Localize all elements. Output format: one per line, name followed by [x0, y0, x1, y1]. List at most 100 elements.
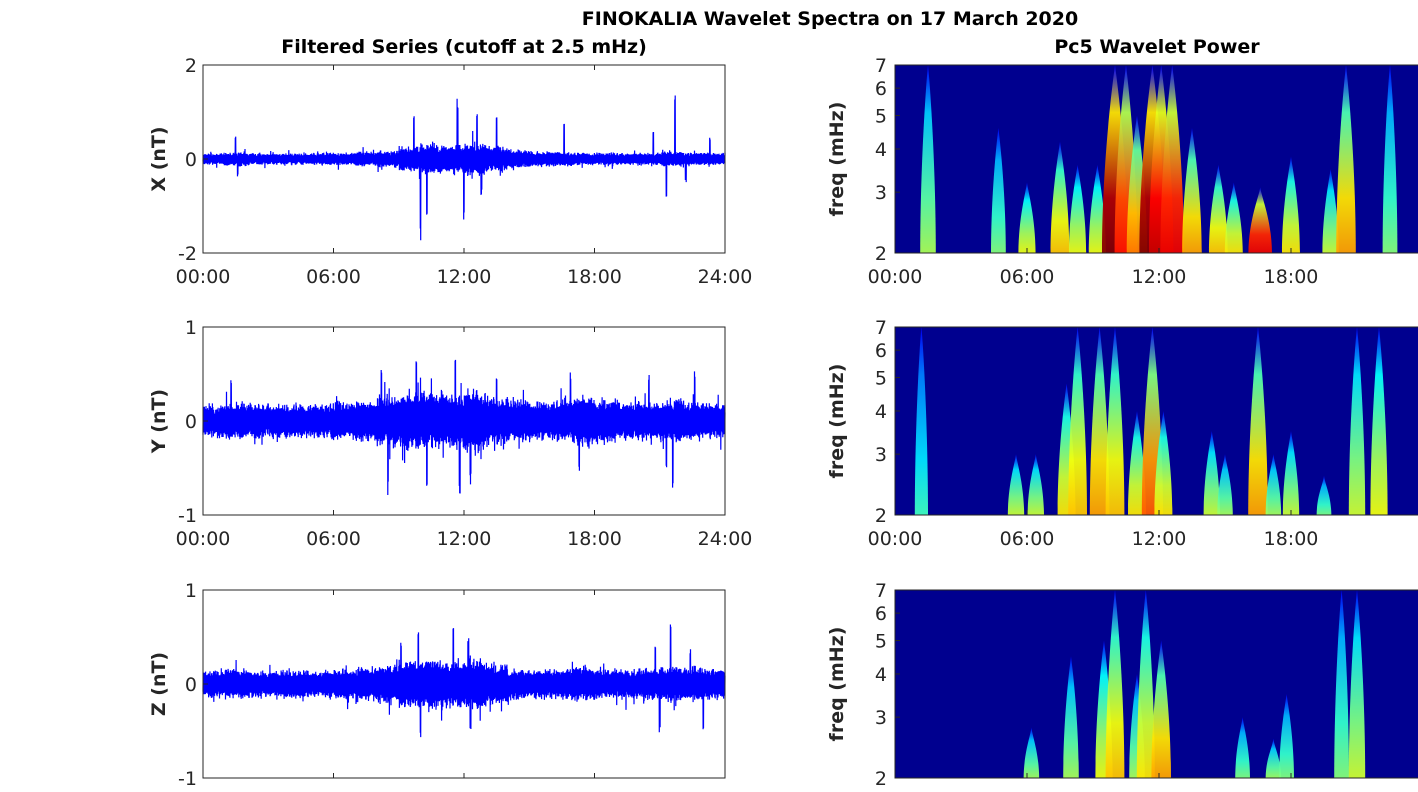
wavelet-burst: [1023, 727, 1040, 778]
x-tick-label: 18:00: [567, 266, 622, 288]
wavelet-burst: [1182, 128, 1202, 253]
freq-tick-label: 5: [875, 630, 887, 652]
wavelet-burst: [1154, 410, 1173, 515]
y-axis-label: Y (nT): [148, 389, 170, 454]
wavelet-burst: [1088, 164, 1106, 253]
x-tick-label: 24:00: [698, 528, 753, 550]
wavelet-burst: [1348, 590, 1366, 778]
wavelet-burst: [1265, 454, 1282, 515]
series-line-z: [202, 624, 726, 738]
wavelet-burst: [1160, 65, 1184, 253]
wavelet-burst: [1224, 182, 1243, 253]
freq-tick-label: 2: [875, 768, 887, 788]
wavelet-burst: [1136, 590, 1155, 778]
wavelet-burst: [1279, 694, 1294, 778]
wavelet-burst: [914, 327, 928, 515]
wavelet-burst: [1370, 327, 1388, 515]
y-tick-label: -1: [178, 505, 197, 527]
wavelet-heatmap: [895, 327, 1418, 515]
wavelet-burst: [1382, 65, 1398, 253]
freq-tick-label: 7: [875, 55, 887, 77]
x-tick-label: 18:00: [1264, 528, 1319, 550]
series-line-y: [202, 359, 726, 496]
x-tick-label: 00:00: [868, 528, 923, 550]
wavelet-burst: [1248, 327, 1268, 515]
y-tick-label: 1: [185, 580, 197, 602]
x-tick-label: 06:00: [306, 266, 361, 288]
wavelet-burst: [1128, 410, 1146, 515]
wavelet-heatmap: [895, 65, 1418, 253]
wavelet-burst: [1265, 738, 1282, 778]
freq-tick-label: 7: [875, 317, 887, 339]
x-tick-label: 06:00: [306, 528, 361, 550]
wavelet-heatmap: [895, 590, 1418, 778]
x-tick-label: 00:00: [868, 266, 923, 288]
freq-tick-label: 4: [875, 401, 887, 423]
figure-title: FINOKALIA Wavelet Spectra on 17 March 20…: [582, 8, 1078, 30]
x-tick-label: 12:00: [437, 266, 492, 288]
wavelet-burst: [1282, 156, 1300, 253]
right-column-title: Pc5 Wavelet Power: [1054, 36, 1260, 58]
y-tick-label: 0: [185, 411, 197, 433]
x-tick-label: 06:00: [1000, 528, 1055, 550]
wavelet-burst: [991, 128, 1006, 253]
series-line-x: [202, 95, 726, 241]
freq-tick-label: 4: [875, 139, 887, 161]
freq-tick-label: 7: [875, 580, 887, 602]
freq-axis-label: freq (mHz): [826, 627, 848, 742]
x-tick-label: 18:00: [1264, 266, 1319, 288]
wavelet-burst: [1217, 454, 1233, 515]
x-tick-label: 12:00: [1132, 266, 1187, 288]
y-axis-label: X (nT): [148, 126, 170, 191]
wavelet-burst: [1235, 717, 1250, 778]
y-tick-label: 1: [185, 317, 197, 339]
wavelet-burst: [1248, 187, 1272, 253]
wavelet-burst: [1334, 590, 1349, 778]
y-tick-label: 0: [185, 674, 197, 696]
freq-tick-label: 3: [875, 707, 887, 729]
wavelet-burst: [1050, 141, 1070, 253]
wavelet-burst: [1316, 475, 1332, 515]
freq-tick-label: 5: [875, 105, 887, 127]
freq-tick-label: 6: [875, 78, 887, 100]
wavelet-burst: [1018, 182, 1036, 253]
freq-tick-label: 2: [875, 243, 887, 265]
wavelet-burst: [1151, 640, 1171, 778]
x-tick-label: 24:00: [698, 266, 753, 288]
x-tick-label: 06:00: [1000, 266, 1055, 288]
wavelet-burst: [1105, 590, 1125, 778]
wavelet-burst: [1105, 327, 1125, 515]
x-tick-label: 18:00: [567, 528, 622, 550]
freq-tick-label: 6: [875, 603, 887, 625]
y-tick-label: -1: [178, 768, 197, 788]
freq-tick-label: 4: [875, 664, 887, 686]
wavelet-burst: [1068, 327, 1087, 515]
wavelet-burst: [1063, 656, 1079, 778]
left-column-title: Filtered Series (cutoff at 2.5 mHz): [281, 36, 647, 58]
y-tick-label: -2: [178, 243, 197, 265]
wavelet-burst: [1089, 327, 1110, 515]
y-tick-label: 2: [185, 55, 197, 77]
freq-axis-label: freq (mHz): [826, 364, 848, 479]
wavelet-burst: [1322, 169, 1339, 253]
y-axis-label: Z (nT): [148, 652, 170, 716]
freq-tick-label: 3: [875, 444, 887, 466]
freq-tick-label: 5: [875, 367, 887, 389]
wavelet-burst: [1007, 454, 1025, 515]
x-tick-label: 12:00: [1132, 528, 1187, 550]
wavelet-burst: [1282, 431, 1300, 515]
y-tick-label: 0: [185, 149, 197, 171]
x-tick-label: 00:00: [176, 528, 231, 550]
freq-tick-label: 6: [875, 340, 887, 362]
wavelet-burst: [1203, 431, 1220, 515]
freq-tick-label: 3: [875, 182, 887, 204]
wavelet-burst: [1209, 164, 1228, 253]
x-tick-label: 00:00: [176, 266, 231, 288]
wavelet-burst: [1027, 454, 1044, 515]
wavelet-burst: [920, 65, 936, 253]
freq-axis-label: freq (mHz): [826, 102, 848, 217]
x-tick-label: 12:00: [437, 528, 492, 550]
wavelet-burst: [1348, 327, 1366, 515]
wavelet-burst: [1069, 164, 1087, 253]
